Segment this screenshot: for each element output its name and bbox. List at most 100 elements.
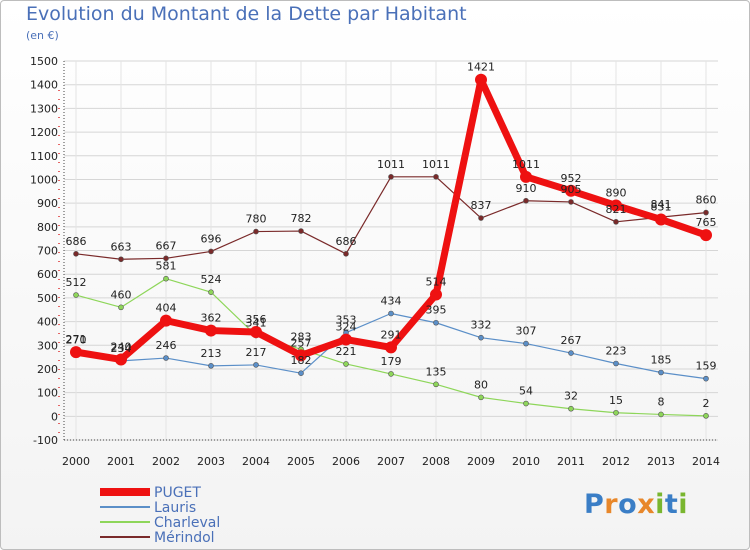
logo-letter: x <box>637 489 656 520</box>
data-label: 841 <box>651 198 672 211</box>
data-label: 821 <box>606 203 627 216</box>
data-label: 667 <box>156 239 177 252</box>
data-label: 1011 <box>377 158 405 171</box>
data-label: 271 <box>66 333 87 346</box>
data-point <box>295 349 307 362</box>
data-label: 395 <box>426 304 447 317</box>
data-point <box>568 350 574 356</box>
data-point <box>253 228 259 235</box>
data-label: 524 <box>201 273 222 286</box>
x-tick-label: 2009 <box>467 455 495 468</box>
grid <box>64 60 718 441</box>
data-point <box>208 363 214 369</box>
y-tick-label: 1500 <box>30 55 58 68</box>
legend-label: Mérindol <box>154 530 215 546</box>
data-point <box>73 251 79 257</box>
data-label: 460 <box>111 288 132 301</box>
x-tick-label: 2000 <box>62 455 90 468</box>
x-tick-label: 2004 <box>242 455 270 468</box>
x-tick-label: 2007 <box>377 455 405 468</box>
data-point <box>433 174 439 180</box>
data-label: 686 <box>66 235 87 248</box>
data-label: 2 <box>703 397 710 410</box>
data-point <box>568 199 574 205</box>
data-label: 341 <box>246 317 267 330</box>
data-label: 765 <box>696 216 717 229</box>
data-point <box>613 409 619 416</box>
x-tick-label: 2013 <box>647 455 675 468</box>
data-label: 780 <box>246 213 267 226</box>
data-label: 404 <box>156 302 177 315</box>
data-point <box>703 413 709 419</box>
y-tick-label: 700 <box>37 245 58 258</box>
data-label: 270 <box>66 333 87 346</box>
logo-letter: P <box>584 489 605 520</box>
proxiti-logo: Proxiti <box>584 489 688 520</box>
data-label: 860 <box>696 194 717 207</box>
y-tick-label: 1000 <box>30 173 58 186</box>
data-label: 283 <box>291 330 312 343</box>
data-point <box>433 319 439 326</box>
data-point <box>703 375 709 382</box>
data-label: 159 <box>696 360 717 373</box>
data-label: 696 <box>201 232 222 245</box>
data-point <box>520 170 532 183</box>
data-label: 179 <box>381 355 402 368</box>
data-label: 581 <box>156 260 177 273</box>
x-tick-label: 2002 <box>152 455 180 468</box>
logo-letter: o <box>618 489 638 520</box>
data-label: 54 <box>519 385 533 398</box>
data-point <box>475 73 487 86</box>
y-tick-label: 900 <box>37 197 58 210</box>
data-label: 1011 <box>422 158 450 171</box>
data-point <box>253 362 259 368</box>
data-point <box>433 381 439 388</box>
data-label: 356 <box>246 313 267 326</box>
data-label: 307 <box>516 325 537 338</box>
data-point <box>658 411 664 418</box>
data-point <box>70 346 82 359</box>
data-label: 221 <box>336 345 357 358</box>
data-point <box>568 405 574 412</box>
data-point <box>523 340 529 347</box>
logo-letter: i <box>678 489 689 520</box>
data-point <box>115 353 127 366</box>
data-point <box>343 361 349 367</box>
logo-letter: r <box>604 489 619 520</box>
data-label: 686 <box>336 235 357 248</box>
data-point <box>73 292 79 298</box>
data-label: 185 <box>651 353 672 366</box>
data-point <box>703 209 709 216</box>
data-point <box>610 199 622 212</box>
logo-letter: t <box>664 489 679 520</box>
data-label: 905 <box>561 183 582 196</box>
axes: -100 0 100 200 300 400 500 600 700 800 900 1000 1100… <box>30 55 720 468</box>
legend-label: PUGET <box>154 485 201 501</box>
x-tick-label: 2008 <box>422 455 450 468</box>
data-point <box>478 334 484 341</box>
data-label: 663 <box>111 240 132 253</box>
x-tick-label: 2005 <box>287 455 315 468</box>
y-tick-label: 1100 <box>30 150 58 163</box>
y-tick-label: 600 <box>37 268 58 281</box>
x-tick-label: 2010 <box>512 455 540 468</box>
data-label: 291 <box>381 328 402 341</box>
data-point <box>298 228 304 234</box>
data-point <box>163 355 169 361</box>
data-point <box>118 304 124 311</box>
data-point <box>250 325 262 338</box>
data-point <box>388 174 394 180</box>
data-label: 514 <box>426 276 447 289</box>
data-label: 213 <box>201 347 222 360</box>
y-tick-label: 1300 <box>30 102 58 115</box>
chart-subtitle: (en €) <box>26 29 59 42</box>
data-label: 8 <box>658 395 665 408</box>
data-point <box>613 360 619 367</box>
y-tick-label: 800 <box>37 221 58 234</box>
x-tick-label: 2006 <box>332 455 360 468</box>
y-tick-label: 500 <box>37 292 58 305</box>
